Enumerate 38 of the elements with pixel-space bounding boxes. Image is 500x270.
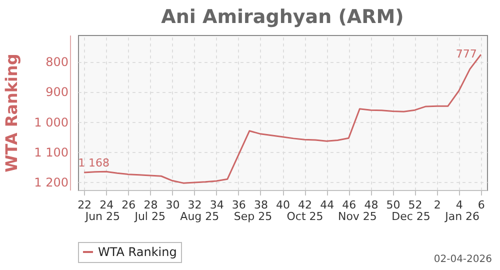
text: Jan 26 <box>445 210 480 223</box>
y-tick-label: 1 100 <box>34 146 68 160</box>
data-label: 777 <box>456 48 477 61</box>
legend-label: WTA Ranking <box>98 245 177 259</box>
text: Oct 25 <box>286 210 324 223</box>
x-tick-label: 52 <box>408 198 422 212</box>
x-tick-label: 24 <box>100 198 114 212</box>
x-tick-label: 44 <box>320 198 334 212</box>
chart-title: Ani Amiraghyan (ARM) <box>161 6 404 28</box>
x-tick-label: 36 <box>232 198 246 212</box>
x-tick-label: 30 <box>166 198 180 212</box>
x-tick-label: 26 <box>122 198 136 212</box>
x-tick-label: 46 <box>342 198 356 212</box>
text: Nov 25 <box>338 210 377 223</box>
data-label: 1 168 <box>78 156 110 170</box>
x-tick-label: 50 <box>386 198 400 212</box>
y-axis-title: WTA Ranking <box>2 54 22 172</box>
x-tick-label: 38 <box>254 198 268 212</box>
x-tick-label: 4 <box>456 198 463 212</box>
y-tick-label: 1 200 <box>34 176 68 190</box>
x-tick-label: 32 <box>188 198 202 212</box>
x-tick-label: 6 <box>478 198 485 212</box>
text: Jul 25 <box>134 210 166 223</box>
text: Sep 25 <box>234 210 272 223</box>
text: 02-04-2026 <box>434 254 492 265</box>
text: Dec 25 <box>392 210 430 223</box>
text: Jun 25 <box>85 210 120 223</box>
x-tick-label: 48 <box>364 198 378 212</box>
x-tick-label: 34 <box>210 198 224 212</box>
y-tick-label: 1 000 <box>34 115 68 130</box>
x-tick-label: 28 <box>144 198 158 212</box>
x-tick-label: 2 <box>434 198 441 212</box>
text: Aug 25 <box>180 210 220 223</box>
x-tick-label: 42 <box>298 198 312 212</box>
x-tick-label: 40 <box>276 198 290 212</box>
y-tick-label: 800 <box>46 55 68 70</box>
x-tick-label: 22 <box>78 198 92 212</box>
y-tick-label: 900 <box>46 85 68 100</box>
